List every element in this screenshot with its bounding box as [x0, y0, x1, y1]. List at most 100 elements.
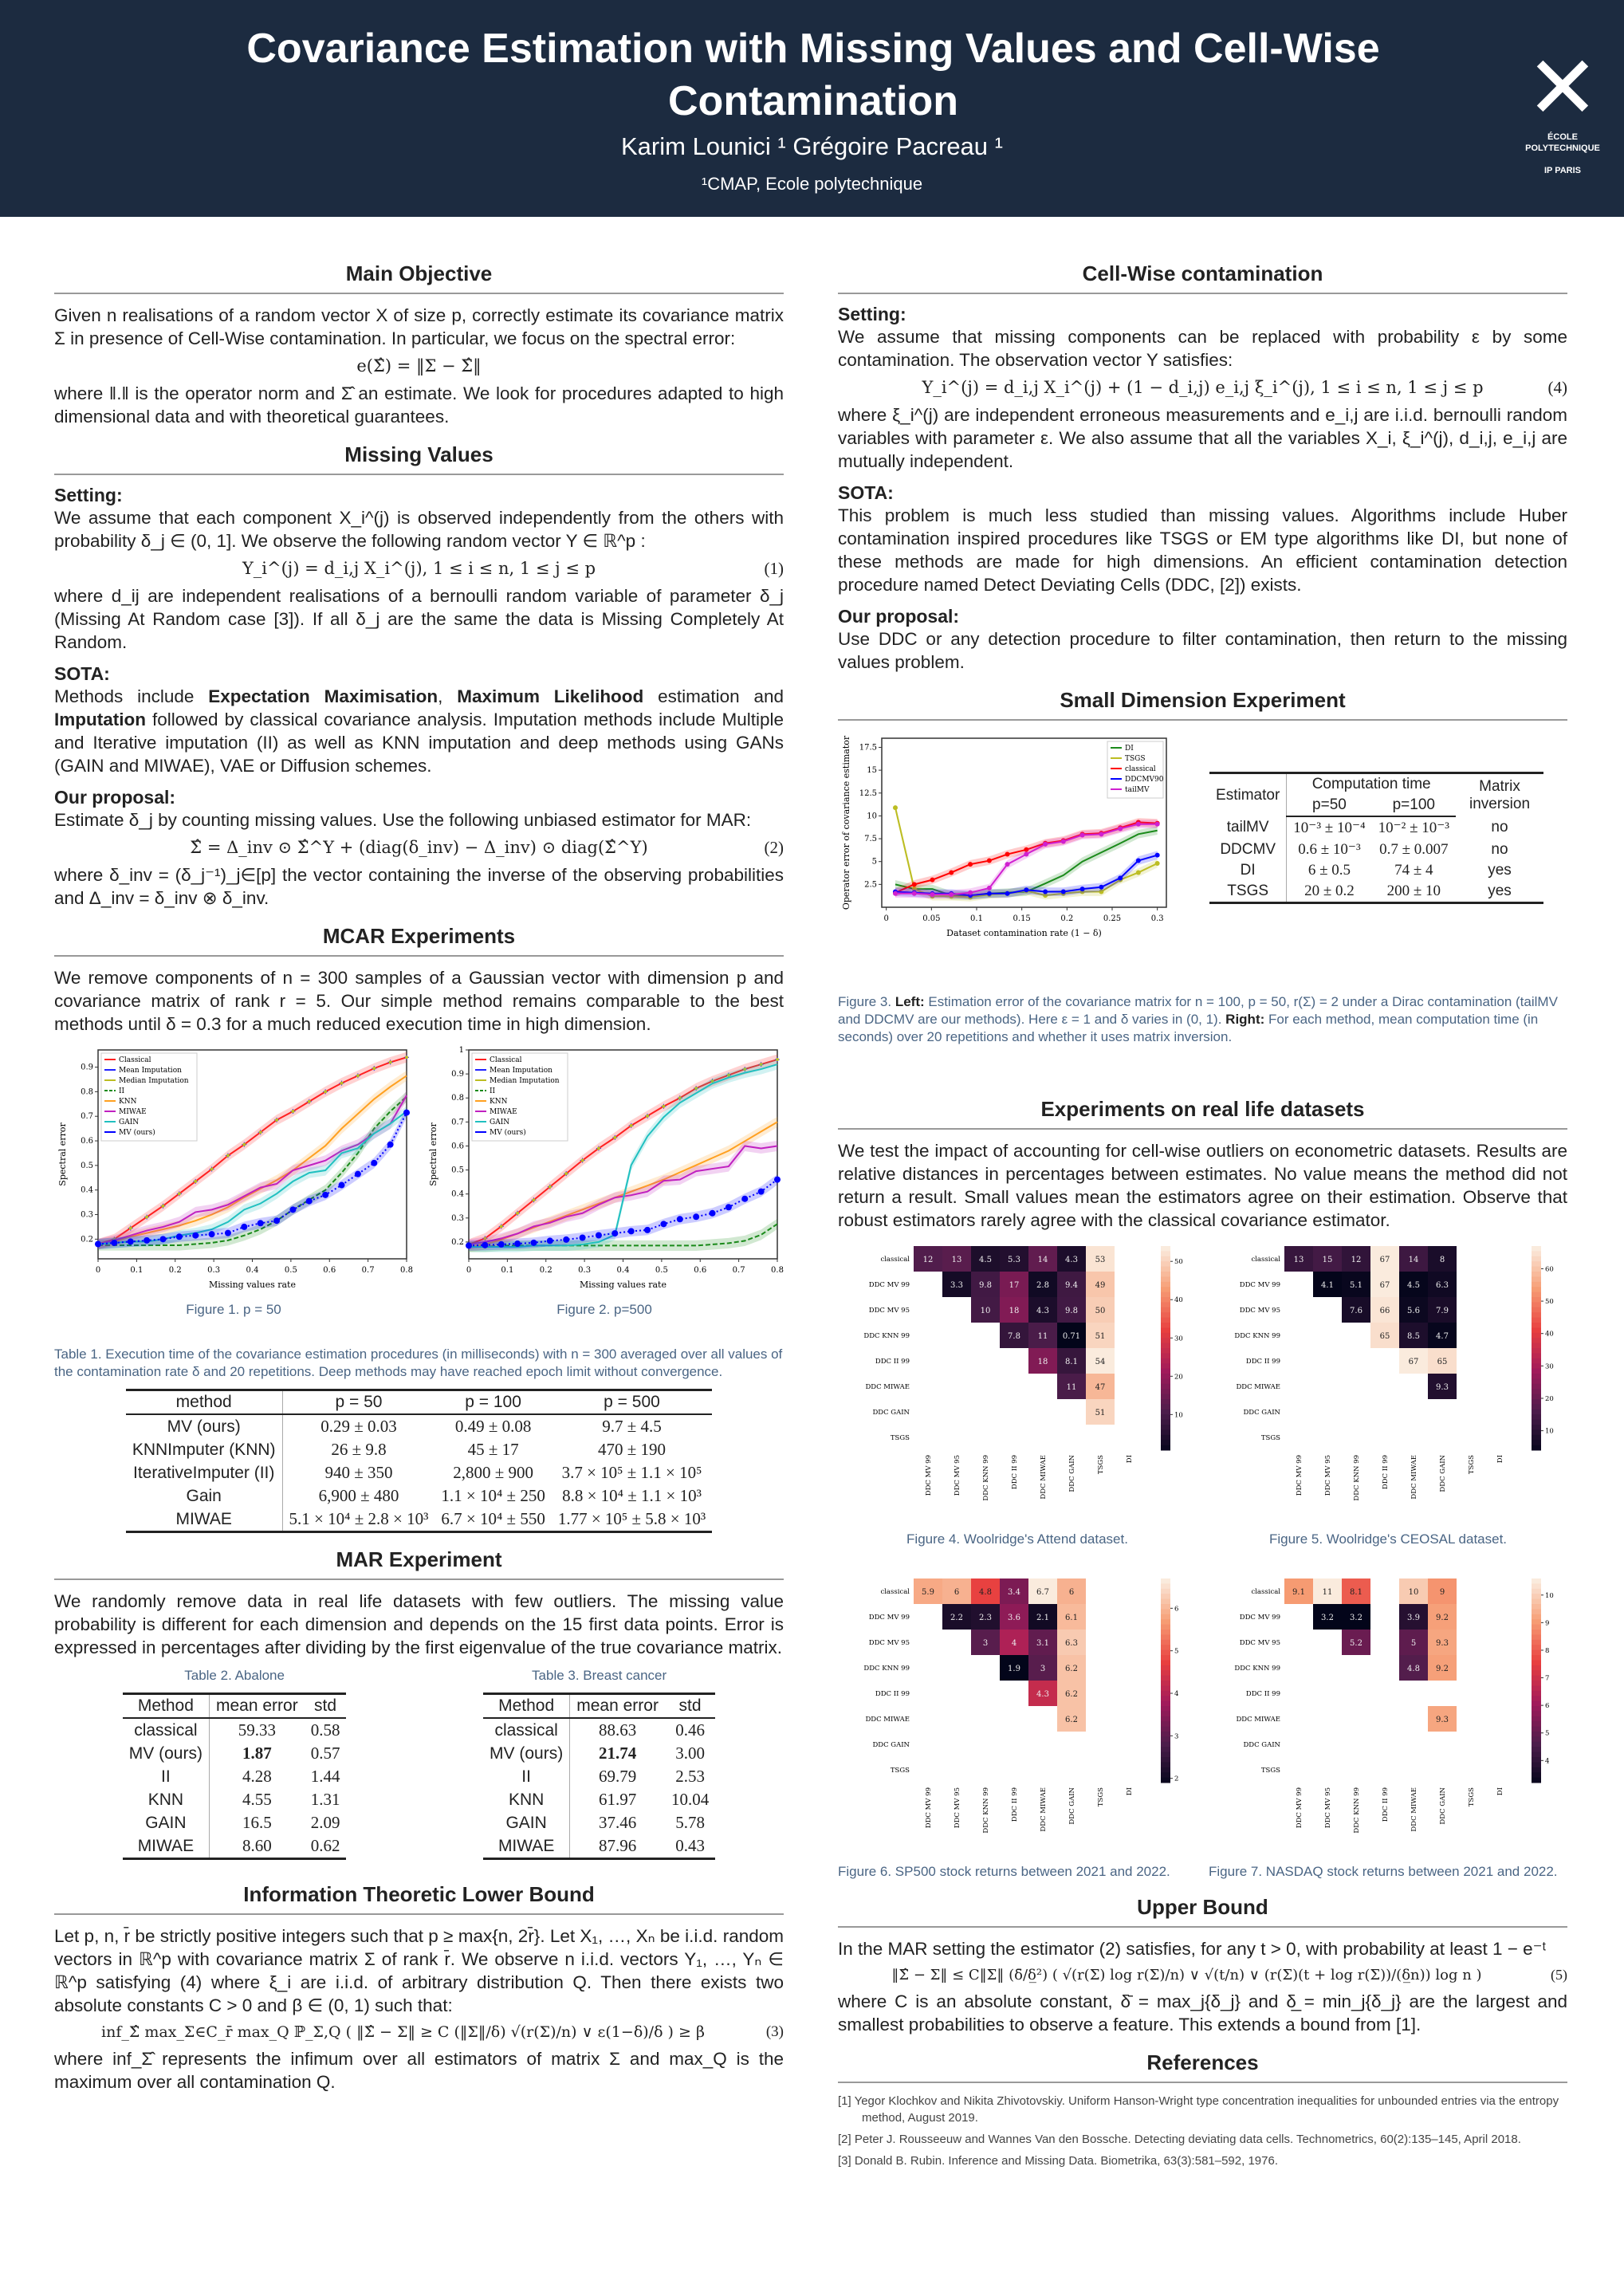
- cell-value: 8.1: [1065, 1358, 1078, 1366]
- cell-value: 5.3: [1008, 1256, 1020, 1264]
- colorbar-segment: [1161, 1711, 1170, 1717]
- section-heading-mar: MAR Experiment: [54, 1544, 784, 1580]
- data-point: [466, 1242, 472, 1249]
- section-heading-real-life: Experiments on real life datasets: [838, 1094, 1567, 1130]
- colorbar-segment: [1532, 1434, 1541, 1441]
- y-tick-label: 0.4: [451, 1190, 464, 1199]
- data-point: [678, 1096, 682, 1100]
- cell-fill: [1028, 1272, 1057, 1297]
- confidence-band: [98, 1091, 407, 1251]
- y-tick-label: 0.3: [81, 1211, 93, 1220]
- data-point: [1079, 887, 1085, 892]
- heatmap-cell: 9.8: [971, 1272, 1000, 1297]
- colorbar-segment: [1532, 1256, 1541, 1262]
- cell-value: 4.1: [1321, 1281, 1334, 1290]
- colorbar-segment: [1532, 1598, 1541, 1605]
- table-row: MIWAE 87.96 0.43: [483, 1834, 716, 1860]
- heatmap-cell: 8.5: [1399, 1323, 1428, 1348]
- figure-4-heatmap: classical 12 13 4.5 5.3 14 4.3 53 DDC MV 99 3.3 9.…: [863, 1246, 1183, 1501]
- column-label: TSGS: [1468, 1787, 1476, 1807]
- row-label: classical: [122, 1718, 210, 1742]
- colorbar-segment: [1532, 1358, 1541, 1364]
- cell-fill: [1028, 1323, 1057, 1348]
- cell-value: 5: [1411, 1639, 1416, 1648]
- column-label: TSGS: [1097, 1455, 1105, 1474]
- figure-7-heatmap: classical 9.1 11 8.1 10 9 DDC MV 99 3.2 3.2 3.9 9.…: [1234, 1578, 1554, 1834]
- cell-fill: [1028, 1578, 1057, 1604]
- row-label: DDC MV 95: [869, 1639, 910, 1647]
- breast-cancer-table: Method mean error std classical 88.63 0.46 MV …: [483, 1693, 716, 1860]
- series-line: [468, 1059, 778, 1245]
- column-header: std: [664, 1693, 716, 1719]
- column-label: DDC II 99: [1011, 1787, 1019, 1822]
- abalone-table: Method mean error std classical 59.33 0.58 MV …: [122, 1693, 347, 1860]
- row-label: DDC II 99: [1246, 1690, 1280, 1698]
- cell-value: 11: [1038, 1332, 1048, 1341]
- colorbar-segment: [1532, 1660, 1541, 1666]
- column-header: p = 50: [282, 1389, 435, 1415]
- colorbar-segment: [1161, 1670, 1170, 1677]
- row-label: MV (ours): [122, 1742, 210, 1765]
- confidence-band: [469, 1116, 777, 1252]
- cell-value: 8: [1440, 1256, 1445, 1264]
- cellwise-sota-text: This problem is much less studied than m…: [838, 505, 1567, 595]
- column-header: p = 500: [551, 1389, 713, 1415]
- equation-2: Σ̂ = Δ_inv ⊙ Σ̂^Y + (diag(δ_inv) − Δ_inv…: [54, 838, 784, 857]
- row-label: GAIN: [483, 1811, 571, 1834]
- colorbar-segment: [1532, 1281, 1541, 1288]
- heatmap-cell: 14: [1028, 1246, 1057, 1272]
- data-point: [192, 1232, 199, 1239]
- figure-5-caption: Figure 5. Woolridge's CEOSAL dataset.: [1268, 1531, 1508, 1547]
- data-point: [95, 1240, 101, 1248]
- colorbar-segment: [1161, 1338, 1170, 1344]
- colorbar-segment: [1532, 1696, 1541, 1702]
- data-point: [175, 1233, 183, 1240]
- heatmap-cell: 4.5: [971, 1246, 1000, 1272]
- subheading-proposal: Our proposal:: [54, 787, 176, 808]
- y-tick-label: 7.5: [864, 835, 877, 843]
- colorbar-tick-label: 40: [1174, 1296, 1183, 1304]
- logo-subtext: IP PARIS: [1543, 166, 1582, 175]
- heatmap-cell: 7.9: [1428, 1297, 1457, 1323]
- lower-bound-text: Let p, n, r̄ be strictly positive intege…: [54, 1926, 784, 2015]
- colorbar-segment: [1161, 1772, 1170, 1779]
- y-tick-label: 0.7: [451, 1118, 464, 1126]
- data-point: [305, 1197, 313, 1205]
- data-point: [324, 1090, 328, 1094]
- data-point: [743, 1067, 747, 1071]
- data-point: [930, 891, 935, 897]
- colorbar-segment: [1161, 1409, 1170, 1415]
- table-cell: 0.7 ± 0.007: [1379, 840, 1449, 858]
- column-label: DDC MIWAE: [1040, 1787, 1048, 1832]
- colorbar-segment: [1161, 1721, 1170, 1728]
- colorbar-tick-label: 4: [1545, 1757, 1549, 1765]
- cell-fill: [1428, 1655, 1457, 1681]
- cell-value: 2.2: [950, 1614, 963, 1622]
- colorbar-segment: [1161, 1383, 1170, 1390]
- cell-fill: [1313, 1578, 1342, 1604]
- heatmap-cell: 3.9: [1399, 1604, 1428, 1630]
- column-label: DDC KNN 99: [1353, 1455, 1361, 1501]
- cell-fill: [1057, 1348, 1086, 1374]
- colorbar-segment: [1161, 1312, 1170, 1319]
- cell-fill: [1342, 1246, 1370, 1272]
- table-row: KNN 61.97 10.04: [483, 1788, 715, 1811]
- heatmap-cell: 9.1: [1284, 1578, 1313, 1604]
- column-label: DDC MV 95: [1324, 1787, 1332, 1828]
- cell-fill: [942, 1272, 971, 1297]
- cell-value: 50: [1095, 1307, 1106, 1315]
- colorbar-segment: [1532, 1425, 1541, 1430]
- series-line: [469, 1063, 778, 1248]
- colorbar-segment: [1161, 1414, 1170, 1421]
- colorbar-segment: [1532, 1732, 1541, 1737]
- data-point: [497, 1240, 505, 1248]
- spectral-error-equation: e(Σ̂) = ‖Σ − Σ̂‖: [356, 356, 482, 375]
- data-point: [145, 1215, 149, 1219]
- column-header: mean error: [569, 1693, 665, 1719]
- cell-value: 10: [981, 1307, 991, 1315]
- equation-1-body: Y_i^(j) = d_i,j X_i^(j), 1 ≤ i ≤ n, 1 ≤ …: [242, 559, 596, 578]
- row-label: DDC GAIN: [1243, 1409, 1280, 1417]
- heatmap-cell: 11: [1313, 1578, 1342, 1604]
- row-label: MV (ours): [125, 1414, 283, 1438]
- table-row: II 4.28 1.44: [122, 1765, 347, 1788]
